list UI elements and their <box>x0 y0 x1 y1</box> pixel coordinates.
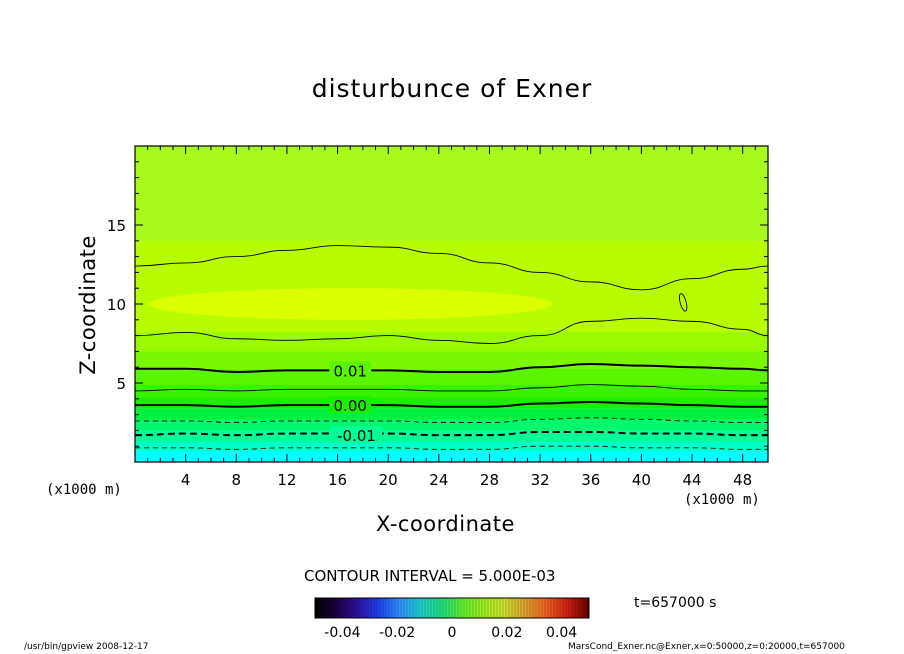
plot-area: 0.01 0.00 -0.01 <box>135 146 768 462</box>
x-tick-label: 28 <box>480 471 499 489</box>
colorbar-tick-label: -0.02 <box>379 625 415 641</box>
color-band <box>135 368 768 385</box>
contour-line <box>135 245 768 291</box>
chart-title: disturbunce of Exner <box>311 74 593 103</box>
y-tick-label: 15 <box>107 217 126 235</box>
x-tick-label: 12 <box>277 471 296 489</box>
contour-line <box>135 430 768 437</box>
contour-line <box>135 384 768 392</box>
x-tick-label: 16 <box>328 471 347 489</box>
contour-line <box>135 400 768 408</box>
colorbar-tick-label: 0.04 <box>546 625 577 641</box>
x-tick-label: 8 <box>232 471 242 489</box>
upper-band <box>135 146 768 241</box>
x-tick-label: 24 <box>429 471 448 489</box>
contour-label: 0.00 <box>334 397 367 415</box>
time-label: t=657000 s <box>634 595 717 611</box>
x-unit-right: (x1000 m) <box>684 492 760 508</box>
contour-label-bg <box>331 426 383 444</box>
contour-label-bg <box>329 396 372 414</box>
x-tick-label: 4 <box>181 471 191 489</box>
x-axis-label: X-coordinate <box>376 512 515 536</box>
colorbar-tick-label: -0.04 <box>324 625 360 641</box>
y-axis-label: Z-coordinate <box>76 235 100 375</box>
color-band <box>135 408 768 420</box>
contour-label: -0.01 <box>337 427 376 445</box>
colorbar-tick-label: 0 <box>448 625 457 641</box>
x-tick-label: 20 <box>379 471 398 489</box>
footer-program-date: /usr/bin/gpview 2008-12-17 <box>24 642 149 652</box>
colorbar: -0.04 -0.02 0 0.02 0.04 <box>314 597 590 641</box>
color-band <box>135 450 768 462</box>
color-band <box>135 430 768 442</box>
contour-line <box>135 363 768 373</box>
x-unit-left: (x1000 m) <box>46 482 122 498</box>
footer-source: MarsCond_Exner.nc@Exner,x=0:50000,z=0:20… <box>568 642 845 652</box>
peak-region <box>147 288 553 320</box>
y-tick-label: 10 <box>107 296 126 314</box>
color-band <box>135 332 768 352</box>
x-tick-label: 48 <box>733 471 752 489</box>
color-band <box>135 419 768 431</box>
x-tick-label: 44 <box>682 471 701 489</box>
contour-line <box>135 417 768 423</box>
x-tick-label: 32 <box>531 471 550 489</box>
colorbar-frame <box>314 597 590 619</box>
x-tick-label: 36 <box>581 471 600 489</box>
color-band <box>135 397 768 409</box>
contour-line <box>679 293 688 312</box>
color-band <box>135 441 768 451</box>
colorbar-fill <box>315 598 589 618</box>
colorbar-tick-label: 0.02 <box>491 625 522 641</box>
x-tick-label: 40 <box>632 471 651 489</box>
y-tick-label: 5 <box>116 375 126 393</box>
contour-line <box>135 317 768 344</box>
contour-label: 0.01 <box>334 362 367 380</box>
contour-line <box>135 445 768 450</box>
contour-interval-text: CONTOUR INTERVAL = 5.000E-03 <box>304 567 556 585</box>
contour-label-bg <box>329 361 372 379</box>
